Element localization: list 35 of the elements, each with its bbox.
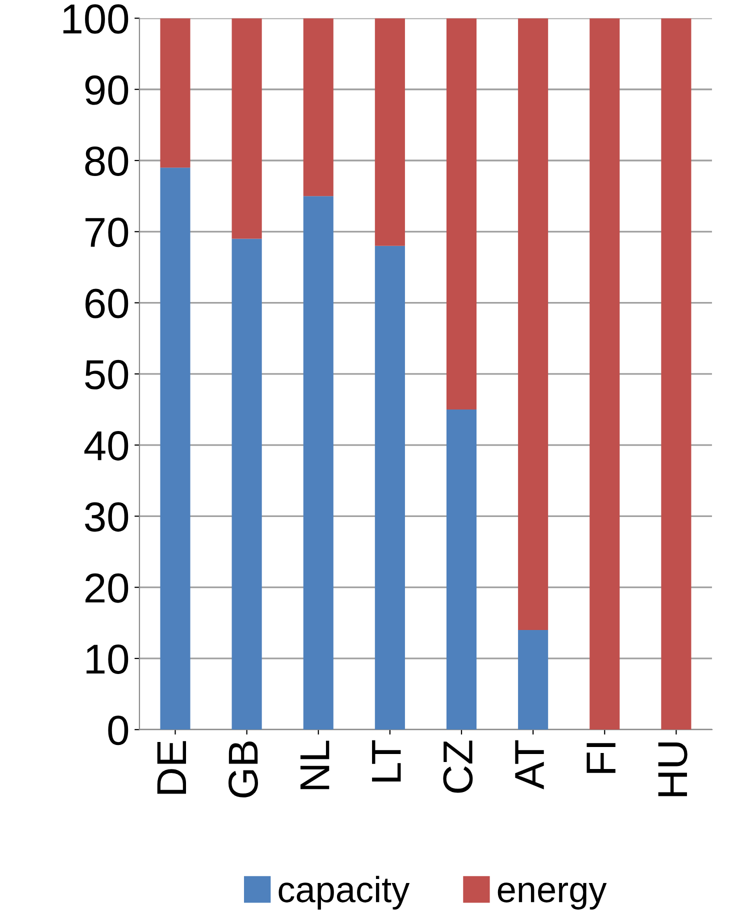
- bar: [446, 409, 477, 730]
- bar: [160, 18, 190, 168]
- y-tick-label: 60: [86, 288, 128, 318]
- y-tick-label: 20: [85, 573, 128, 603]
- y-tick-label: 100: [63, 4, 128, 34]
- x-tick-label: LT: [372, 740, 401, 782]
- bar: [518, 630, 548, 730]
- bar: [374, 246, 405, 730]
- bar: [232, 238, 262, 730]
- x-tick-label: GB: [228, 742, 258, 798]
- y-tick-label: 70: [86, 218, 128, 248]
- legend-label: energy: [498, 882, 607, 910]
- bar: [590, 18, 620, 730]
- bar: [303, 18, 334, 196]
- x-tick-label: AT: [515, 740, 544, 790]
- x-tick-label: FI: [586, 743, 616, 773]
- bar: [661, 18, 692, 730]
- y-tick-label: 30: [84, 502, 128, 532]
- y-tick-label: 0: [108, 716, 128, 746]
- bar: [374, 18, 405, 246]
- x-tick-label: CZ: [443, 740, 473, 793]
- y-tick-label: 80: [85, 146, 128, 176]
- y-tick-label: 90: [85, 75, 128, 105]
- bar: [232, 18, 262, 239]
- bar: [446, 18, 477, 410]
- bar: [303, 196, 334, 730]
- bar: [160, 168, 190, 730]
- bar: [518, 18, 548, 630]
- y-tick-label: 10: [86, 644, 128, 674]
- y-tick-label: 40: [84, 431, 128, 461]
- x-tick-label: HU: [658, 742, 688, 796]
- x-tick-label: NL: [300, 740, 330, 790]
- legend-label: capacity: [278, 876, 410, 910]
- x-tick-label: DE: [157, 741, 186, 794]
- y-tick-label: 50: [85, 360, 128, 390]
